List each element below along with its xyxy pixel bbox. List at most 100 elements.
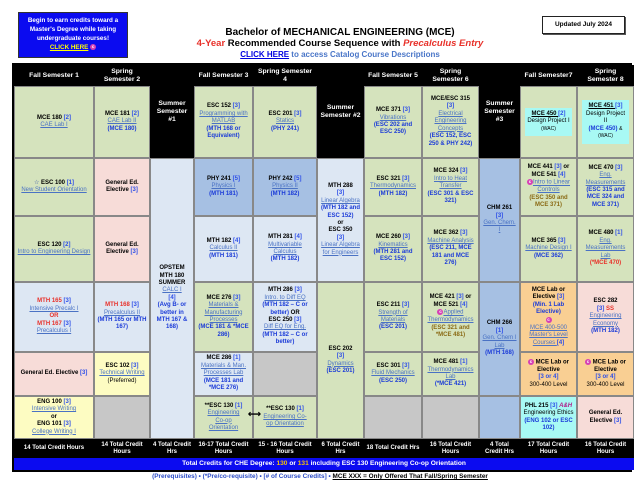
course-title-link[interactable]: CAE Lab I: [40, 122, 68, 128]
course-code: General Ed. Elective: [588, 410, 623, 424]
course-title-link[interactable]: Intro to Linear Controls: [532, 179, 571, 194]
course-title-link[interactable]: College Writing I: [32, 428, 76, 435]
course-title-link[interactable]: Intro. to Diff EQ: [264, 294, 306, 301]
course-cell: ESC 211 [3] Strength of Materials (ESC 201…: [364, 282, 422, 352]
catalog-click-here-link[interactable]: CLICK HERE: [240, 50, 290, 59]
header-spring-6: Spring Semester 6: [422, 65, 479, 86]
course-title-link[interactable]: MCE 400-500 Master's Level Courses: [529, 324, 568, 346]
course-title-link[interactable]: Applied Thermodynamics: [427, 309, 474, 324]
course-title-link[interactable]: Materials & Manufacturing Processes: [204, 302, 243, 323]
course-credits: [2]: [558, 110, 566, 117]
course-title-link[interactable]: Linear Algebra: [321, 197, 360, 204]
cell-line: ESC 102 [3]: [105, 363, 138, 370]
legend-corequisite: (*Pre/co-requisite): [202, 473, 258, 480]
cell-line: General Ed. Elective [3]: [21, 370, 88, 377]
prerequisites: (MTH 281 and ESC 152): [373, 249, 413, 263]
course-credits: [4]: [558, 171, 566, 178]
cell-line: Eng. Measurements Lab: [580, 238, 631, 260]
course-title-link[interactable]: Thermodynamics Lab: [427, 366, 474, 380]
course-title-link[interactable]: Strength of Materials: [378, 309, 408, 323]
course-title-link[interactable]: Thermodynamics: [369, 183, 416, 190]
course-title-link[interactable]: Physics II: [272, 183, 298, 190]
course-title-link[interactable]: Electrical Engineering Concepts: [434, 110, 467, 132]
course-note: Design Project I: [527, 118, 570, 125]
course-title-link[interactable]: Gen. Chem. I: [483, 220, 516, 234]
course-title-link[interactable]: Diff EQ for Eng.: [264, 324, 306, 331]
course-title-link[interactable]: Machine Analysis: [427, 237, 474, 244]
course-credits: [3]: [336, 190, 345, 197]
cell-line: New Student Orientation: [21, 187, 86, 194]
course-cell: ESC 321 [3] Thermodynamics (MTH 182): [364, 158, 422, 216]
course-cell: MCE 450 [2] Design Project I (WAC): [525, 107, 572, 137]
legend: (Prerequisites) • (*Pre/co-requisite) • …: [0, 473, 640, 480]
course-title-link[interactable]: Intro to Engineering Design: [17, 249, 91, 255]
course-title-link[interactable]: Multivariable Calculus: [268, 241, 302, 255]
course-title-link[interactable]: Technical Writing: [99, 370, 145, 377]
course-title-link[interactable]: Engineering Co-op Orientation: [207, 410, 240, 431]
course-title-link[interactable]: Statics: [275, 118, 294, 125]
cell-line: (MTH 181): [209, 253, 238, 260]
course-title-link[interactable]: Kinematics: [378, 241, 408, 248]
course-title-link[interactable]: CALC I: [162, 287, 182, 294]
prerequisites: (Min. 1 Lab Elective): [532, 301, 565, 316]
cell-line: Linear Algebra for Engineers: [320, 242, 361, 257]
course-title-link[interactable]: Intro to Heat Transfer: [433, 175, 468, 190]
course-title-link[interactable]: Gen. Chem I Lab: [482, 335, 517, 349]
legend-offered-note: MCE XXX = Only Offered That Fall/Spring …: [332, 473, 488, 480]
course-credits: [3 or 4]: [538, 374, 559, 381]
course-title-link[interactable]: Engineering Co-op Orientation: [263, 413, 307, 428]
cell-line: MCE 181 [2]: [105, 111, 139, 118]
cell-line: ENG 100 [3]: [37, 399, 71, 406]
course-title-link[interactable]: Intensive Writing: [31, 406, 77, 413]
course-title-link[interactable]: CAE Lab II: [107, 118, 137, 125]
course-title-link[interactable]: Engineering Economy: [589, 313, 622, 327]
course-code: MCE 180: [36, 114, 64, 121]
prerequisites: (ESC 350 and MCE 371): [529, 194, 568, 209]
cell-line: MCE 470 [3]: [588, 165, 622, 172]
course-code: ESC 250: [268, 317, 295, 323]
cell-line: Materials & Manufacturing Processes: [197, 302, 250, 324]
cell-line: Machine Analysis: [427, 238, 473, 245]
course-title-link[interactable]: Materials & Man. Processes Lab: [200, 362, 246, 377]
double-arrow-icon: ⟷: [248, 409, 261, 419]
cell-line: (MTH 182): [591, 328, 620, 335]
cell-line: Eng. Measurements: [580, 172, 631, 187]
cell-line: ESC 321 [3]: [376, 176, 409, 183]
course-title-link[interactable]: New Student Orientation: [21, 187, 87, 193]
course-title-link[interactable]: Eng. Measurements: [585, 172, 626, 186]
prerequisites: (ESC 250): [378, 377, 407, 384]
cell-line: ESC 152 [3]: [207, 103, 240, 110]
total-credits-sem4: 15 - 16 Total Credit Hours: [253, 439, 317, 458]
course-title-link[interactable]: Fluid Mechanics: [371, 370, 415, 377]
course-title-link[interactable]: Linear Algebra for Engineers: [321, 242, 360, 256]
course-note: Engineering Ethics: [523, 410, 574, 417]
course-title-link[interactable]: Programming with MATLAB: [199, 110, 248, 125]
course-code: or MCE 521: [433, 294, 472, 308]
total-credits-a: 130: [276, 460, 288, 467]
cell-line: [4]: [168, 295, 175, 302]
course-title-link[interactable]: Vibrations: [379, 114, 407, 121]
header-summer-2: Summer Semester #2: [317, 65, 364, 158]
promo-click-here-link[interactable]: CLICK HERE: [49, 44, 89, 51]
course-credits: [3]: [336, 234, 345, 241]
course-title-link[interactable]: Calculus II: [209, 245, 238, 252]
course-credits: [3]: [614, 417, 622, 424]
course-credits: [1]: [460, 359, 468, 366]
course-title-link[interactable]: Precalculus II: [103, 309, 140, 316]
course-title-link[interactable]: Eng. Measurements Lab: [585, 237, 626, 259]
course-title-link[interactable]: Dynamics: [327, 360, 354, 367]
cell-line: ESC 211 [3]: [377, 302, 410, 309]
course-title-link[interactable]: Precalculus I: [36, 328, 72, 335]
cell-line: MCE 400-500 Master's Level Courses [4]: [523, 325, 574, 347]
course-cell: MTH 281 [4] Multivariable Calculus (MTH 18…: [253, 216, 317, 282]
cell-line: (MCE 181 and *MCE 276): [197, 378, 250, 393]
cell-line: (MTH 182 – C or better) OR: [256, 302, 314, 317]
course-note: (WAC): [541, 125, 556, 132]
course-code: or: [337, 220, 344, 226]
course-credits: [3]: [80, 370, 88, 377]
course-title-link[interactable]: Physics I: [211, 183, 236, 190]
legend-prerequisites: (Prerequisites): [152, 473, 197, 480]
course-title-link[interactable]: Machine Design I: [525, 245, 572, 252]
course-note: (Preferred): [107, 377, 137, 384]
course-title-link[interactable]: Intensive Precalc I: [29, 305, 79, 312]
